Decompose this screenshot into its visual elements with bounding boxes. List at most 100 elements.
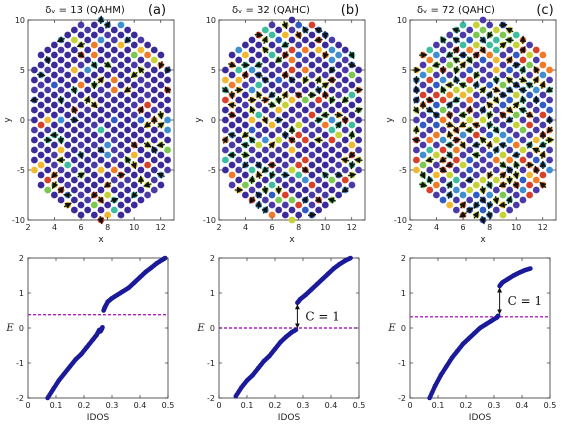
lattice-site <box>512 41 520 49</box>
spin-arrow <box>532 147 541 154</box>
lattice-site <box>413 146 420 154</box>
lattice-site <box>164 96 171 104</box>
spin-arrow <box>57 186 65 194</box>
lattice-site <box>157 161 165 169</box>
spin-arrow <box>51 181 59 190</box>
x-tick-label: 0 <box>407 401 412 410</box>
lattice-site <box>288 166 296 174</box>
spin-arrow <box>492 126 500 134</box>
series-2 <box>101 255 168 313</box>
y-tick-label: 10 <box>15 16 25 25</box>
lattice-site <box>255 131 263 139</box>
lattice-site <box>124 76 132 84</box>
spin-arrow <box>281 21 288 30</box>
lattice-site <box>295 61 303 69</box>
lattice-site <box>104 211 112 219</box>
lattice-site <box>328 176 336 184</box>
spin-arrow <box>506 166 514 174</box>
lattice-site <box>335 141 343 149</box>
spin-arrow <box>479 136 487 144</box>
lattice-site <box>432 171 440 179</box>
lattice-site <box>124 166 132 174</box>
lattice-site <box>97 136 105 144</box>
lattice-site <box>546 156 553 164</box>
lattice-site <box>164 106 171 114</box>
lattice-site <box>472 171 480 179</box>
lattice-site <box>275 166 283 174</box>
lattice-site <box>466 186 474 194</box>
lattice-site <box>70 206 78 214</box>
lattice-site <box>308 21 316 29</box>
spin-arrow <box>90 101 98 109</box>
lattice-site <box>301 176 309 184</box>
lattice-site <box>301 156 309 164</box>
lattice-site <box>104 201 112 209</box>
lattice-site <box>241 51 249 59</box>
spin-arrow <box>157 122 165 129</box>
lattice-site <box>275 26 283 34</box>
lattice-site <box>248 56 256 64</box>
spin-arrow <box>241 131 249 138</box>
spin-arrow <box>459 201 466 209</box>
spin-arrow <box>269 171 276 180</box>
y-axis-label: y <box>385 117 395 123</box>
spin-arrow <box>301 166 309 174</box>
lattice-site <box>472 131 480 139</box>
lattice-site <box>506 206 514 214</box>
lattice-site <box>301 136 309 144</box>
spin-arrow <box>452 126 460 134</box>
lattice-site <box>64 181 72 189</box>
spin-arrow <box>143 181 152 188</box>
lattice-site <box>37 61 45 69</box>
spin-arrow <box>471 152 481 159</box>
lattice-site <box>328 106 336 114</box>
lattice-site <box>321 181 329 189</box>
lattice-site <box>506 66 514 74</box>
lattice-site <box>144 41 152 49</box>
lattice-site <box>137 156 145 164</box>
lattice-site <box>492 46 500 54</box>
x-tick-label: 12 <box>156 223 166 232</box>
lattice-site <box>137 36 145 44</box>
lattice-site <box>248 146 256 154</box>
spin-arrow <box>498 142 508 149</box>
x-tick-label: 2 <box>25 223 30 232</box>
lattice-site <box>261 136 269 144</box>
lattice-site <box>31 156 38 164</box>
spin-arrow <box>446 110 453 120</box>
lattice-site <box>90 21 98 29</box>
lattice-site <box>150 46 158 54</box>
y-tick-label: 5 <box>211 66 216 75</box>
lattice-site <box>241 81 249 89</box>
spin-arrow <box>539 181 547 189</box>
lattice-site <box>222 126 229 134</box>
x-tick-label: 6 <box>461 223 466 232</box>
lattice-site <box>124 146 132 154</box>
lattice-site <box>110 66 118 74</box>
lattice-site <box>70 46 78 54</box>
lattice-site <box>84 196 92 204</box>
lattice-site <box>466 46 474 54</box>
lattice-site <box>335 81 343 89</box>
lattice-site <box>341 176 349 184</box>
lattice-site <box>426 146 434 154</box>
lattice-site <box>526 131 534 139</box>
lattice-site <box>90 201 98 209</box>
lattice-site <box>301 46 309 54</box>
spin-arrow <box>425 96 435 103</box>
spin-arrow <box>492 145 499 154</box>
spin-arrow <box>275 56 283 63</box>
lattice-site <box>77 141 85 149</box>
spin-arrow <box>473 201 481 209</box>
lattice-site <box>288 106 296 114</box>
lattice-site <box>532 106 540 114</box>
lattice-site <box>466 196 474 204</box>
lattice-site <box>124 66 132 74</box>
lattice-site <box>532 86 540 94</box>
lattice-site <box>70 146 78 154</box>
spin-arrow <box>275 95 282 105</box>
y-tick-label: 0 <box>19 324 24 333</box>
lattice-site <box>281 211 289 219</box>
lattice-site <box>97 66 105 74</box>
lattice-site <box>50 141 58 149</box>
